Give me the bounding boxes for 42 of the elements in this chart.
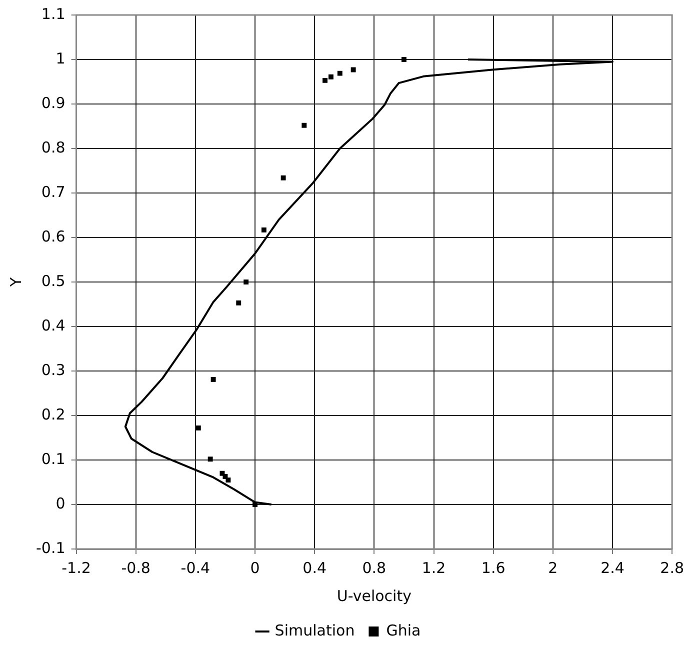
x-tick-label: -0.4	[180, 558, 210, 577]
point	[244, 280, 249, 284]
point	[196, 425, 201, 430]
y-tick-label: 0.1	[41, 450, 66, 468]
y-tick-label: 0.3	[41, 360, 66, 379]
x-tick-label: 2.4	[600, 558, 624, 577]
legend-label: Ghia	[386, 621, 421, 640]
point	[210, 376, 216, 382]
point	[261, 227, 266, 232]
x-tick-label: 0.4	[302, 558, 327, 577]
x-tick-label: -1.2	[62, 558, 91, 577]
y-tick-label: 0.4	[41, 316, 66, 334]
y-tick-label: 0.7	[41, 182, 66, 201]
y-tick-label: -0.1	[36, 538, 66, 557]
x-tick-label: 1.6	[481, 558, 506, 577]
point	[280, 175, 286, 180]
y-tick-label: 1	[56, 49, 66, 68]
y-tick-label: 0.9	[41, 94, 66, 112]
y-tick-label: 0.2	[41, 405, 66, 424]
point	[236, 300, 242, 306]
x-tick-label: 2.8	[660, 558, 684, 577]
x-tick-label: 2	[548, 558, 558, 577]
point	[302, 122, 307, 128]
y-tick-label: 1.1	[41, 4, 66, 23]
point	[337, 70, 342, 76]
y-tick-label: 0.8	[41, 138, 66, 156]
y-tick-label: 0.6	[41, 227, 66, 246]
x-axis-title: U-velocity	[336, 586, 412, 605]
y-tick-label: 0.5	[41, 272, 66, 290]
y-tick-label: 0	[56, 494, 66, 512]
point	[322, 78, 328, 83]
y-axis-title: Y	[6, 276, 25, 288]
x-tick-label: -0.8	[121, 558, 150, 577]
x-tick-label: 0.8	[362, 558, 386, 577]
point	[208, 456, 213, 462]
x-tick-label: 1.2	[422, 558, 446, 577]
point	[350, 67, 356, 72]
x-tick-label: 0	[250, 558, 260, 577]
point	[401, 57, 406, 62]
legend-label: Simulation	[274, 621, 355, 640]
point	[328, 74, 334, 80]
point	[226, 478, 231, 482]
